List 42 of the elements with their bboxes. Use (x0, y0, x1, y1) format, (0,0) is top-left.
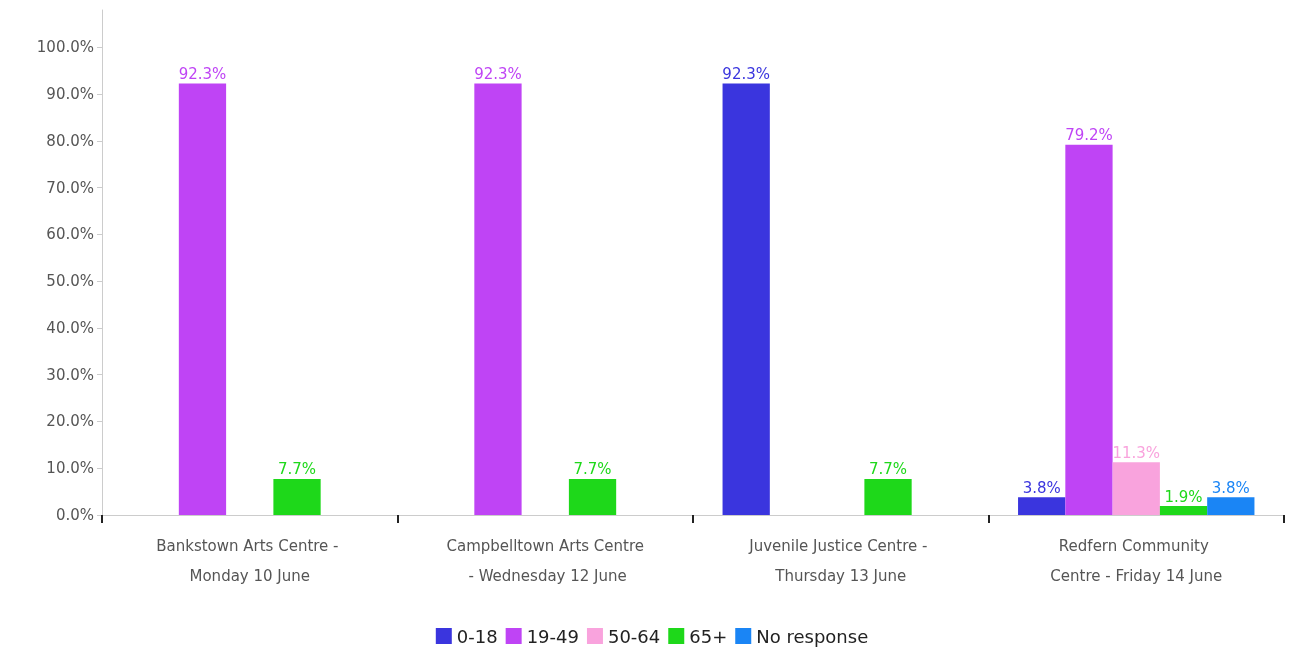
bar (1207, 497, 1255, 515)
y-tick-label: 40.0% (46, 318, 94, 337)
y-tick-label: 0.0% (55, 506, 94, 524)
legend-label: 65+ (689, 625, 728, 647)
x-tick-label: Bankstown Arts Centre - Monday 10 June (156, 537, 344, 585)
y-tick-label: 30.0% (46, 365, 94, 384)
data-label: 3.8% (1022, 478, 1061, 497)
y-tick-label: 10.0% (46, 459, 94, 478)
data-label: 1.9% (1164, 487, 1203, 506)
data-label: 92.3% (474, 64, 522, 83)
data-label: 79.2% (1065, 126, 1113, 145)
bar (178, 83, 227, 515)
bar (1112, 462, 1160, 515)
y-tick-label: 20.0% (46, 412, 94, 431)
bar (568, 479, 617, 515)
bar (474, 83, 522, 515)
bar (864, 479, 912, 515)
data-label: 11.3% (1112, 443, 1161, 462)
bar (273, 479, 321, 515)
y-tick-label: 50.0% (46, 272, 94, 291)
y-tick-label: 80.0% (46, 131, 94, 150)
y-tick-label: 70.0% (46, 178, 94, 197)
x-tick-label: Campbelltown Arts Centre - Wednesday 12 June (446, 537, 645, 585)
data-label: 92.3% (178, 64, 227, 83)
data-label: 7.7% (277, 460, 317, 479)
x-tick-label: Juvenile Justice Centre - Thursday 13 June (748, 537, 933, 585)
legend-label: 0-18 (456, 625, 498, 647)
data-label: 7.7% (573, 460, 612, 479)
legend-label: 19-49 (526, 625, 579, 647)
data-label: 3.8% (1211, 478, 1250, 497)
bar (1159, 506, 1208, 515)
x-tick-label: Redfern Community Centre - Friday 14 June (1050, 537, 1223, 585)
y-tick-label: 60.0% (46, 225, 94, 244)
bar (722, 83, 770, 515)
bar (1065, 144, 1113, 515)
data-label: 92.3% (722, 64, 771, 83)
y-tick-label: 100.0% (36, 38, 94, 57)
legend-label: 50-64 (607, 625, 661, 647)
bar (1018, 497, 1066, 515)
legend-label: No response (756, 625, 869, 647)
data-label: 7.7% (868, 460, 908, 479)
y-tick-label: 90.0% (46, 85, 94, 104)
